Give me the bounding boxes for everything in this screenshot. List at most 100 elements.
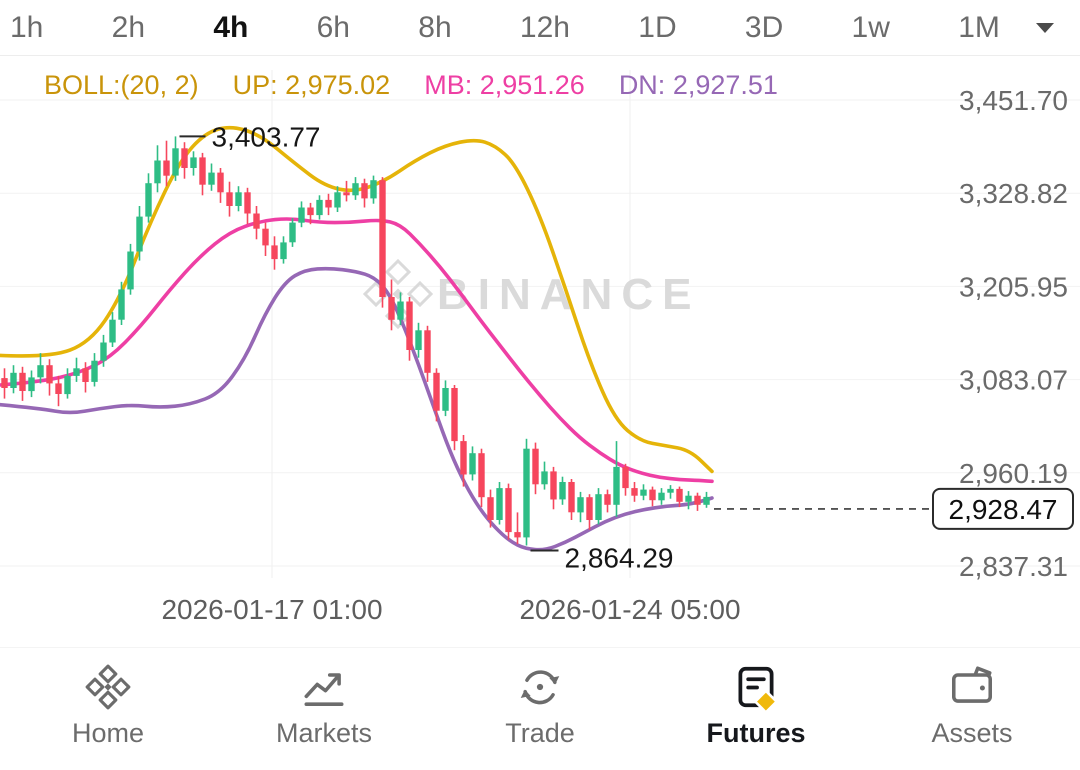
candle-body: [19, 372, 26, 391]
candle-body: [703, 496, 710, 505]
candle-body: [28, 377, 35, 392]
tab-1m[interactable]: 1M: [958, 10, 1000, 44]
nav-label: Home: [71, 718, 145, 748]
tab-6h[interactable]: 6h: [316, 10, 350, 44]
y-axis-label: 2,837.31: [959, 551, 1068, 582]
boll-settings[interactable]: BOLL:(20, 2): [44, 70, 199, 100]
y-axis-label: 3,328.82: [959, 178, 1068, 209]
x-axis-label: 2026-01-17 01:00: [161, 594, 383, 625]
candle-body: [37, 365, 44, 378]
watermark-logo-icon: [406, 280, 434, 308]
price-chart[interactable]: BINANCE 3,403.77 2,864.29 3,451.70 3,328.82 3…: [0, 56, 1080, 596]
x-axis: 2026-01-17 01:00 2026-01-24 05:00: [0, 594, 1080, 628]
bollinger-lower-line: [0, 266, 714, 552]
tab-3d[interactable]: 3D: [744, 10, 784, 44]
candle-body: [406, 301, 413, 350]
x-axis-label: 2026-01-24 05:00: [519, 594, 741, 625]
nav-home[interactable]: Home: [0, 648, 216, 770]
candle-body: [541, 471, 548, 485]
tab-12h[interactable]: 12h: [519, 10, 570, 44]
candle-body: [694, 495, 701, 505]
candle-body: [604, 494, 611, 505]
candle-body: [280, 242, 287, 260]
candle-body: [217, 172, 224, 193]
candle-body: [361, 183, 368, 199]
assets-wallet-icon: [947, 661, 997, 713]
watermark-logo-icon: [384, 258, 412, 286]
candle-body: [109, 319, 116, 343]
candle-body: [685, 495, 692, 502]
boll-up-value: UP: 2,975.02: [232, 70, 391, 100]
candle-body: [658, 492, 665, 501]
candle-body: [559, 482, 566, 500]
y-axis-label: 3,205.95: [959, 271, 1068, 302]
nav-assets[interactable]: Assets: [864, 648, 1080, 770]
nav-label: Trade: [505, 718, 575, 748]
candle-body: [586, 497, 593, 520]
chart-canvas[interactable]: BINANCE 3,403.77 2,864.29 3,451.70 3,328.82 3…: [0, 56, 1080, 596]
candle-body: [676, 488, 683, 502]
tab-2h[interactable]: 2h: [111, 10, 146, 44]
candle-body: [262, 228, 269, 246]
nav-futures[interactable]: Futures: [648, 648, 864, 770]
candle-body: [478, 453, 485, 498]
candle-body: [334, 192, 341, 208]
boll-mb-value: MB: 2,951.26: [424, 70, 585, 100]
binance-watermark: BINANCE: [362, 258, 700, 330]
candle-body: [613, 466, 620, 505]
candle-body: [388, 297, 395, 320]
candle-body: [460, 441, 467, 475]
bollinger-middle-line: [0, 217, 714, 484]
candle-body: [46, 365, 53, 384]
candle-body: [64, 375, 71, 395]
watermark-text: BINANCE: [437, 270, 700, 319]
candle-body: [1, 378, 8, 388]
candle-body: [514, 532, 521, 538]
nav-label: Futures: [706, 718, 806, 748]
candle-body: [154, 160, 161, 184]
candle-body: [208, 172, 215, 185]
candle-body: [289, 222, 296, 243]
candle-body: [172, 148, 179, 176]
timeframe-dropdown-caret-icon[interactable]: [1034, 21, 1056, 35]
y-axis-label: 3,083.07: [959, 365, 1068, 396]
candle-body: [505, 488, 512, 533]
candle-body: [316, 199, 323, 216]
candle-body: [199, 157, 206, 185]
binance-logo-icon: [83, 661, 133, 713]
candle-body: [73, 368, 80, 376]
candle-body: [82, 368, 89, 382]
candle-body: [226, 192, 233, 206]
tab-1d[interactable]: 1D: [638, 10, 677, 44]
candle-body: [370, 180, 377, 199]
candle-body: [298, 207, 305, 223]
tab-8h[interactable]: 8h: [418, 10, 452, 44]
candle-body: [307, 207, 314, 216]
candle-body: [244, 192, 251, 214]
trade-arrows-icon: [515, 661, 565, 713]
nav-label: Markets: [275, 718, 373, 748]
candle-body: [532, 448, 539, 485]
tab-1w[interactable]: 1w: [851, 10, 890, 44]
candle-body: [595, 494, 602, 520]
candle-body: [325, 199, 332, 208]
candle-body: [127, 251, 134, 290]
nav-markets[interactable]: Markets: [216, 648, 432, 770]
candle-body: [496, 488, 503, 520]
tab-1h[interactable]: 1h: [10, 10, 44, 44]
boll-indicator-row: BOLL:(20, 2) UP: 2,975.02 MB: 2,951.26 D…: [44, 70, 778, 101]
candle-body: [181, 148, 188, 168]
candle-body: [91, 360, 98, 382]
markets-chart-icon: [299, 661, 349, 713]
bollinger-upper-line: [0, 125, 714, 474]
boll-dn-value: DN: 2,927.51: [618, 70, 778, 100]
low-annotation-text: 2,864.29: [565, 543, 674, 574]
high-annotation-text: 3,403.77: [212, 121, 321, 152]
candle-body: [55, 383, 62, 394]
tab-4h[interactable]: 4h: [213, 10, 249, 44]
candle-body: [667, 488, 674, 493]
nav-label: Assets: [931, 718, 1013, 748]
nav-trade[interactable]: Trade: [432, 648, 648, 770]
candle-body: [550, 471, 557, 500]
